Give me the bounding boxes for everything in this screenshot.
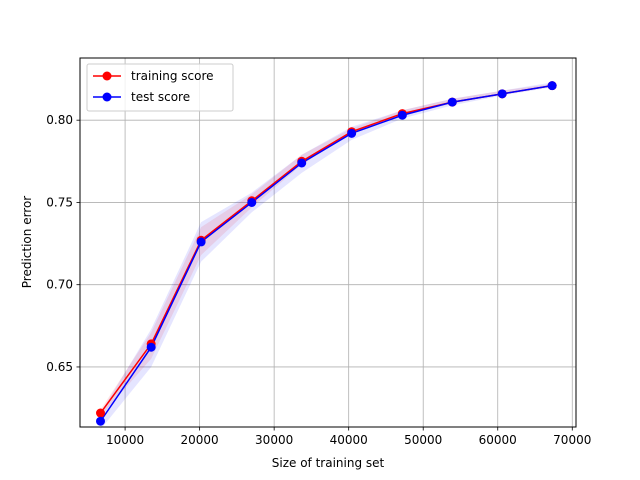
test-score-line bbox=[99, 84, 553, 422]
test-score-band bbox=[100, 82, 553, 430]
test-score-point bbox=[497, 89, 507, 99]
y-tick-label: 0.70 bbox=[46, 278, 73, 292]
plot-frame bbox=[79, 57, 577, 428]
legend: training score test score bbox=[86, 63, 234, 112]
y-axis-label: Prediction error bbox=[20, 196, 34, 289]
x-tick-label: 20000 bbox=[181, 433, 219, 447]
legend-box bbox=[86, 63, 234, 112]
training-score-band bbox=[100, 83, 553, 417]
test-score-point bbox=[447, 97, 457, 107]
test-score-point bbox=[247, 197, 257, 207]
series-markers bbox=[96, 81, 557, 426]
x-tick-label: 40000 bbox=[330, 433, 368, 447]
x-axis-ticks: 10000 20000 30000 40000 50000 60000 70000 bbox=[106, 427, 591, 447]
test-score-point bbox=[297, 158, 307, 168]
legend-marker-training bbox=[102, 71, 112, 81]
series-lines bbox=[99, 84, 553, 422]
x-tick-label: 30000 bbox=[255, 433, 293, 447]
legend-label-test: test score bbox=[131, 90, 190, 104]
test-score-point bbox=[196, 237, 206, 247]
test-score-point bbox=[397, 110, 407, 120]
y-tick-label: 0.65 bbox=[46, 360, 73, 374]
test-score-point bbox=[347, 128, 357, 138]
test-score-point bbox=[146, 342, 156, 352]
confidence-bands bbox=[100, 82, 553, 430]
x-tick-label: 50000 bbox=[404, 433, 442, 447]
x-tick-label: 10000 bbox=[106, 433, 144, 447]
plot-background bbox=[80, 58, 576, 427]
x-axis-label: Size of training set bbox=[272, 456, 385, 470]
y-tick-label: 0.80 bbox=[46, 113, 73, 127]
x-tick-label: 70000 bbox=[553, 433, 591, 447]
legend-marker-test bbox=[102, 92, 112, 102]
y-axis-ticks: 0.65 0.70 0.75 0.80 bbox=[46, 113, 80, 374]
legend-label-training: training score bbox=[131, 69, 214, 83]
test-score-point bbox=[547, 81, 557, 91]
training-score-point bbox=[96, 408, 105, 418]
grid bbox=[80, 58, 576, 427]
y-tick-label: 0.75 bbox=[46, 195, 73, 209]
test-score-point bbox=[96, 416, 105, 426]
x-tick-label: 60000 bbox=[479, 433, 517, 447]
